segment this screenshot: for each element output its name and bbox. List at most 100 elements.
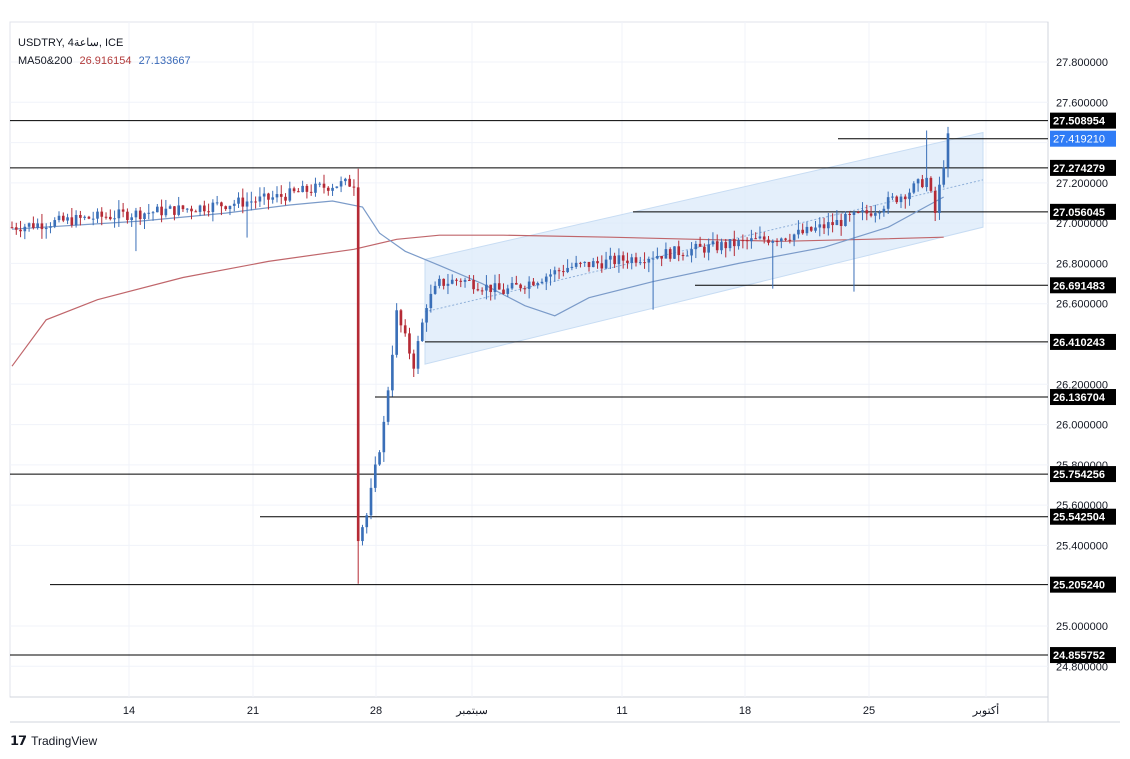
- candle-body: [121, 209, 125, 212]
- candle-body: [621, 255, 625, 261]
- candle-body: [23, 226, 27, 232]
- candle-body: [566, 267, 569, 273]
- last-price-label-bg: [1050, 130, 1116, 147]
- candle-body: [258, 196, 262, 202]
- candle-body: [882, 208, 886, 213]
- candle-body: [579, 262, 582, 264]
- candle-body: [399, 310, 403, 326]
- candle-body: [570, 266, 574, 268]
- candle-body: [899, 196, 903, 203]
- candle-body: [557, 270, 561, 272]
- candle-body: [420, 322, 424, 342]
- candle-body: [613, 255, 616, 265]
- candle-body: [438, 278, 441, 286]
- candle-body: [925, 177, 928, 188]
- candle-body: [844, 213, 847, 227]
- level-label-bg: [1050, 466, 1116, 483]
- candle-body: [14, 227, 18, 230]
- candle-body: [241, 197, 245, 207]
- candle-body: [433, 285, 437, 294]
- candle-body: [292, 188, 296, 192]
- level-label-bg: [1050, 333, 1116, 350]
- candle-body: [903, 196, 907, 200]
- candle-body: [356, 187, 360, 542]
- candle-body: [732, 239, 736, 247]
- candle-body: [946, 133, 950, 168]
- level-label: 25.205240: [1053, 580, 1105, 592]
- candle-body: [143, 213, 146, 220]
- candle-body: [758, 236, 762, 239]
- candle-body: [395, 310, 398, 355]
- candle-body: [775, 241, 779, 243]
- tradingview-watermark[interactable]: 𝟭𝟳 TradingView: [10, 733, 97, 749]
- candle-body: [57, 215, 61, 221]
- candle-body: [403, 325, 407, 334]
- candle-body: [908, 192, 911, 200]
- candle-body: [839, 219, 843, 227]
- candle-body: [681, 255, 685, 257]
- x-tick-label: سبتمبر: [455, 705, 488, 717]
- ma-label: MA50&200: [18, 55, 73, 67]
- candle-body: [912, 183, 916, 193]
- candle-body: [108, 216, 112, 220]
- candle-body: [373, 464, 377, 488]
- candle-body: [685, 255, 689, 257]
- candle-body: [523, 288, 527, 290]
- candle-body: [391, 354, 394, 391]
- candle-body: [190, 208, 193, 212]
- candle-body: [929, 177, 933, 191]
- x-tick-label: 25: [863, 705, 875, 717]
- y-tick-label: 26.000000: [1056, 420, 1108, 432]
- candle-body: [138, 210, 142, 220]
- ma50-line: [11, 196, 944, 317]
- level-label: 25.542504: [1053, 512, 1106, 524]
- candle-body: [44, 227, 48, 230]
- candle-body: [297, 191, 300, 193]
- candle-body: [416, 341, 420, 369]
- last-price-label: 27.419210: [1053, 134, 1105, 146]
- candle-body: [664, 249, 668, 259]
- candle-body: [549, 274, 552, 277]
- candle-body: [344, 178, 347, 182]
- candle-body: [617, 255, 621, 265]
- candle-body: [485, 284, 488, 291]
- candle-body: [185, 208, 189, 210]
- candle-body: [66, 217, 69, 221]
- x-tick-label: 28: [370, 705, 382, 717]
- candle-body: [459, 280, 463, 282]
- candle-body: [600, 263, 604, 269]
- candle-body: [587, 261, 591, 268]
- x-tick-label: 11: [616, 705, 627, 717]
- candle-body: [40, 223, 44, 230]
- candle-body: [527, 281, 531, 289]
- candle-body: [707, 244, 710, 253]
- candle-body: [126, 211, 129, 221]
- candle-body: [467, 279, 471, 281]
- candle-body: [335, 186, 339, 188]
- candle-body: [19, 229, 22, 232]
- y-tick-label: 27.600000: [1056, 97, 1108, 109]
- ma200-value: 27.133667: [138, 55, 191, 67]
- candle-body: [865, 210, 869, 214]
- y-tick-label: 25.400000: [1056, 540, 1108, 552]
- candle-body: [284, 196, 287, 201]
- level-label-bg: [1050, 576, 1116, 593]
- candle-body: [254, 201, 257, 203]
- candle-body: [933, 190, 937, 213]
- candle-body: [446, 283, 450, 286]
- candle-body: [797, 229, 800, 235]
- candle-body: [168, 206, 172, 209]
- level-label-bg: [1050, 203, 1116, 220]
- candle-body: [10, 227, 14, 229]
- candle-body: [177, 205, 181, 215]
- chart-legend: USDTRY, 4ساعة, ICE MA50&200 26.916154 27…: [18, 34, 191, 70]
- y-tick-label: 25.000000: [1056, 621, 1108, 633]
- candle-body: [83, 216, 86, 218]
- candle-body: [540, 281, 544, 284]
- candle-body: [856, 212, 860, 214]
- candle-body: [425, 308, 428, 323]
- candle-body: [651, 258, 655, 260]
- x-tick-label: 18: [739, 705, 751, 717]
